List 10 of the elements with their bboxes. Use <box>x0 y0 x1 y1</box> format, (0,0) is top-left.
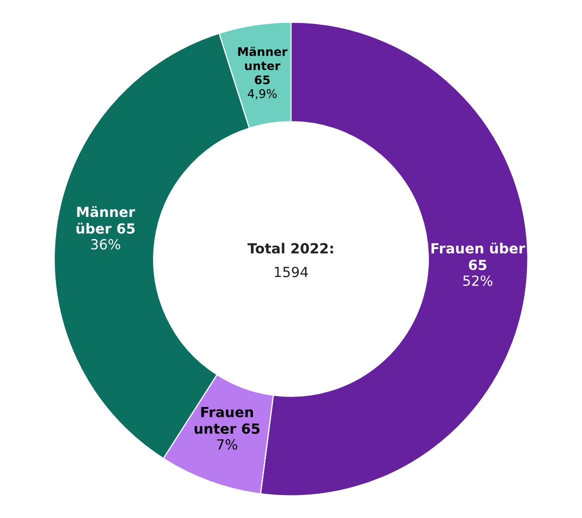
text: Total 2022: <box>248 242 333 254</box>
data-label: 52% <box>463 275 492 286</box>
text: 1594 <box>274 266 308 278</box>
data-label: 4,9% <box>248 89 277 100</box>
slice-label: Frauen unter 65 <box>194 406 260 434</box>
data-label: 36% <box>91 239 120 250</box>
data-label: 7% <box>217 439 238 450</box>
slice-label: Frauen über 65 <box>431 242 526 270</box>
slice-label: Männer über 65 <box>76 206 136 234</box>
slice-label: Männer unter 65 <box>238 46 288 84</box>
